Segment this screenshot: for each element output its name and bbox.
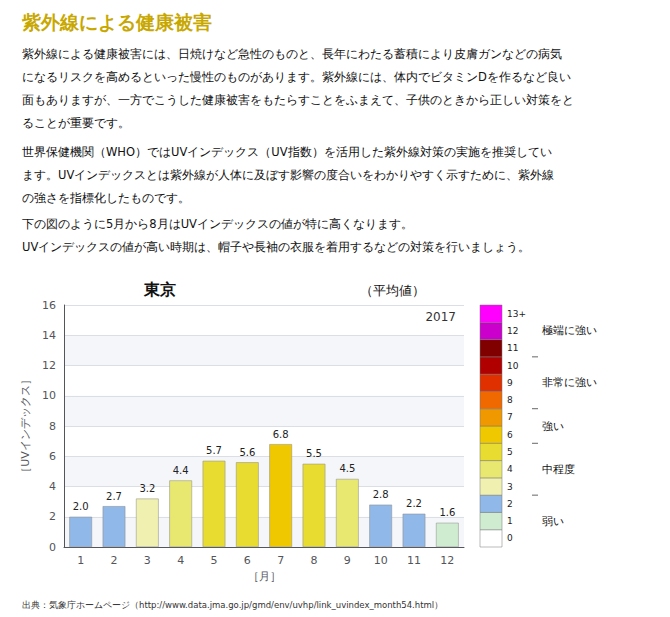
svg-text:極端に強い: 極端に強い <box>542 324 597 337</box>
svg-text:8: 8 <box>507 395 513 405</box>
svg-text:11: 11 <box>507 343 518 353</box>
svg-text:ることが重要です。: ることが重要です。 <box>22 116 130 130</box>
svg-text:3.2: 3.2 <box>139 483 155 494</box>
svg-text:3: 3 <box>144 554 151 567</box>
svg-text:7: 7 <box>507 412 513 422</box>
svg-text:2017: 2017 <box>425 310 456 324</box>
svg-text:になるリスクを高めるといった慢性のものがあります。紫外線には: になるリスクを高めるといった慢性のものがあります。紫外線には、体内でビタミンDを… <box>22 70 571 84</box>
svg-text:2: 2 <box>507 499 513 509</box>
svg-text:2.7: 2.7 <box>106 491 122 502</box>
svg-text:非常に強い: 非常に強い <box>542 376 597 389</box>
svg-text:1.6: 1.6 <box>439 507 455 518</box>
svg-text:（平均値）: （平均値） <box>360 283 425 298</box>
svg-text:4.5: 4.5 <box>339 463 355 474</box>
svg-text:紫外線による健康被害には、日焼けなど急性のものと、長年にわた: 紫外線による健康被害には、日焼けなど急性のものと、長年にわたる蓄積により皮膚ガン… <box>22 47 562 61</box>
svg-text:中程度: 中程度 <box>542 463 575 476</box>
svg-text:面もありますが、一方でこうした健康被害をもたらすことをふまえ: 面もありますが、一方でこうした健康被害をもたらすことをふまえて、子供のときから正… <box>22 93 574 107</box>
svg-text:の強さを指標化したものです。: の強さを指標化したものです。 <box>22 191 190 205</box>
svg-text:1: 1 <box>507 516 513 526</box>
svg-text:12: 12 <box>507 326 518 336</box>
svg-text:5: 5 <box>211 554 218 567</box>
svg-text:1: 1 <box>77 554 84 567</box>
svg-text:4: 4 <box>49 480 56 493</box>
svg-text:4: 4 <box>507 464 513 474</box>
svg-text:12: 12 <box>440 554 454 567</box>
svg-text:10: 10 <box>507 361 519 371</box>
svg-text:8: 8 <box>311 554 318 567</box>
svg-text:出典：気象庁ホームページ（http://www.data.j: 出典：気象庁ホームページ（http://www.data.jma.go.jp/g… <box>22 600 443 610</box>
svg-text:10: 10 <box>42 389 56 402</box>
svg-text:強い: 強い <box>542 420 564 433</box>
svg-text:14: 14 <box>42 329 56 342</box>
svg-text:12: 12 <box>42 359 56 372</box>
svg-text:11: 11 <box>407 554 421 567</box>
svg-text:2.8: 2.8 <box>373 489 389 500</box>
svg-text:0: 0 <box>507 533 513 543</box>
svg-text:［月］: ［月］ <box>248 570 281 583</box>
svg-text:5: 5 <box>507 447 513 457</box>
svg-text:9: 9 <box>507 378 513 388</box>
svg-text:東京: 東京 <box>143 280 176 299</box>
svg-text:［UVインデックス］: ［UVインデックス］ <box>19 374 32 478</box>
svg-text:6.8: 6.8 <box>273 429 289 440</box>
svg-text:4.4: 4.4 <box>173 465 189 476</box>
svg-text:世界保健機関（WHO）ではUVインデックス（UV指数）を活用: 世界保健機関（WHO）ではUVインデックス（UV指数）を活用した紫外線対策の実施… <box>22 145 552 159</box>
svg-text:2: 2 <box>111 554 118 567</box>
svg-text:7: 7 <box>277 554 284 567</box>
svg-text:2.2: 2.2 <box>406 498 422 509</box>
svg-text:2.0: 2.0 <box>73 501 89 512</box>
svg-text:3: 3 <box>507 482 513 492</box>
svg-text:6: 6 <box>49 450 56 463</box>
svg-text:2: 2 <box>49 510 56 523</box>
svg-text:弱い: 弱い <box>542 515 564 528</box>
svg-text:6: 6 <box>244 554 251 567</box>
svg-text:5.7: 5.7 <box>206 445 222 456</box>
svg-text:9: 9 <box>344 554 351 567</box>
svg-text:ます。UVインデックスとは紫外線が人体に及ぼす影響の度合いを: ます。UVインデックスとは紫外線が人体に及ぼす影響の度合いをわかりやすく示すため… <box>22 168 554 182</box>
svg-text:紫外線による健康被害: 紫外線による健康被害 <box>21 11 212 33</box>
svg-text:4: 4 <box>177 554 184 567</box>
svg-text:6: 6 <box>507 430 513 440</box>
svg-text:5.5: 5.5 <box>306 448 322 459</box>
svg-text:8: 8 <box>49 420 56 433</box>
svg-text:0: 0 <box>49 541 56 554</box>
svg-text:13+: 13+ <box>507 309 526 319</box>
svg-text:16: 16 <box>42 299 56 312</box>
svg-text:下の図のように5月から8月はUVインデックスの値が特に高くな: 下の図のように5月から8月はUVインデックスの値が特に高くなります。 <box>22 217 413 231</box>
svg-text:5.6: 5.6 <box>239 447 255 458</box>
svg-text:UVインデックスの値が高い時期は、帽子や長袖の衣服を着用する: UVインデックスの値が高い時期は、帽子や長袖の衣服を着用するなどの対策を行いまし… <box>22 240 530 254</box>
svg-text:10: 10 <box>374 554 388 567</box>
